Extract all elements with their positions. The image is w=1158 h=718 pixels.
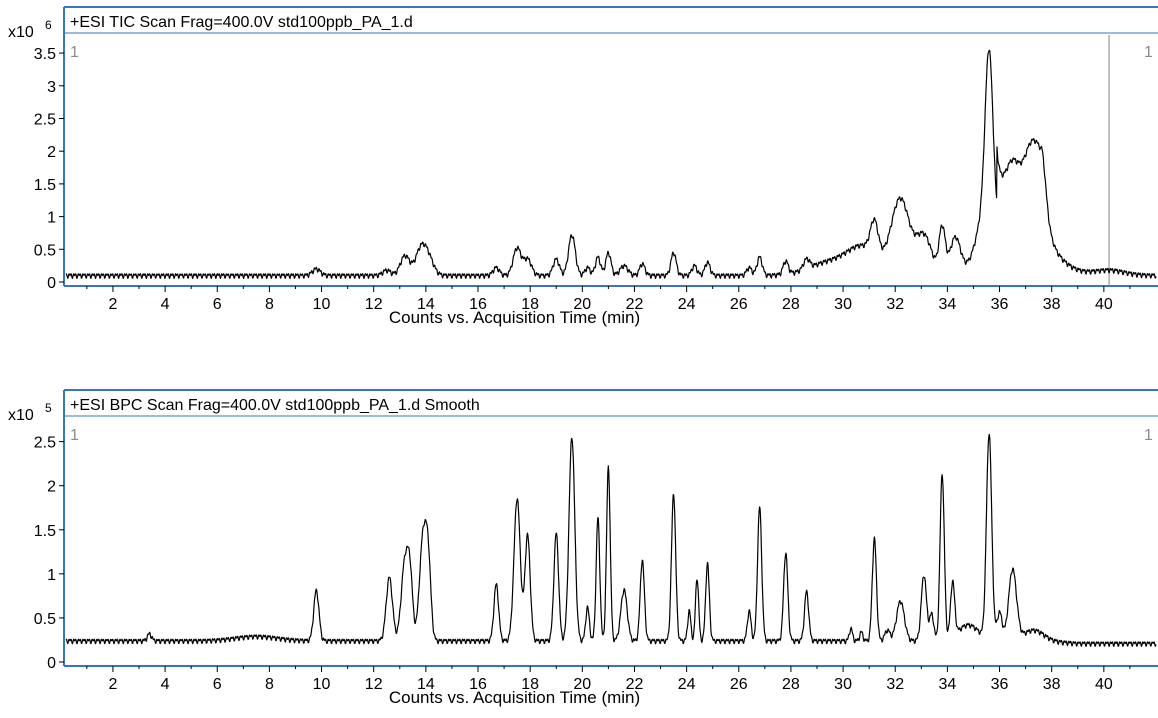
y-multiplier-exponent: 5 <box>45 401 52 415</box>
scan-marker-left: 1 <box>70 44 79 61</box>
x-tick-label: 4 <box>161 676 170 693</box>
x-tick-label: 2 <box>108 296 117 313</box>
x-tick-label: 38 <box>1043 676 1061 693</box>
x-tick-label: 6 <box>213 296 222 313</box>
x-tick-label: 26 <box>730 676 748 693</box>
y-tick-label: 3 <box>47 79 56 96</box>
chart-title: +ESI BPC Scan Frag=400.0V std100ppb_PA_1… <box>70 397 480 414</box>
y-tick-label: 1 <box>47 210 56 227</box>
scan-marker-right: 1 <box>1144 44 1153 61</box>
y-tick-label: 1 <box>47 567 56 584</box>
y-tick-label: 0.5 <box>34 611 56 628</box>
x-axis-label: Counts vs. Acquisition Time (min) <box>389 688 640 707</box>
chart-title: +ESI TIC Scan Frag=400.0V std100ppb_PA_1… <box>70 14 413 31</box>
x-tick-label: 36 <box>991 296 1009 313</box>
scan-marker-right: 1 <box>1144 427 1153 444</box>
y-tick-label: 2 <box>47 479 56 496</box>
scan-marker-left: 1 <box>70 427 79 444</box>
x-tick-label: 22 <box>626 296 644 313</box>
x-tick-label: 32 <box>886 296 904 313</box>
x-tick-label: 14 <box>417 296 435 313</box>
x-tick-label: 16 <box>469 296 487 313</box>
x-tick-label: 28 <box>782 296 800 313</box>
y-tick-label: 2.5 <box>34 435 56 452</box>
x-tick-label: 18 <box>521 676 539 693</box>
bpc-chart-panel: +ESI BPC Scan Frag=400.0V std100ppb_PA_1… <box>0 384 1158 718</box>
x-tick-label: 26 <box>730 296 748 313</box>
y-tick-label: 1.5 <box>34 177 56 194</box>
x-tick-label: 4 <box>161 296 170 313</box>
x-tick-label: 20 <box>573 676 591 693</box>
x-axis-label: Counts vs. Acquisition Time (min) <box>389 308 640 327</box>
x-tick-label: 14 <box>417 676 435 693</box>
y-tick-label: 0 <box>47 275 56 292</box>
x-tick-label: 30 <box>834 676 852 693</box>
x-tick-label: 34 <box>938 676 956 693</box>
x-tick-label: 6 <box>213 676 222 693</box>
y-multiplier-base: x10 <box>8 24 34 41</box>
x-tick-label: 22 <box>626 676 644 693</box>
bpc-chart: +ESI BPC Scan Frag=400.0V std100ppb_PA_1… <box>8 389 1158 707</box>
x-tick-label: 18 <box>521 296 539 313</box>
y-multiplier-exponent: 6 <box>45 18 52 32</box>
y-multiplier-base: x10 <box>8 407 34 424</box>
tic-chart: +ESI TIC Scan Frag=400.0V std100ppb_PA_1… <box>8 6 1158 327</box>
x-tick-label: 20 <box>573 296 591 313</box>
x-tick-label: 40 <box>1095 296 1113 313</box>
x-tick-label: 34 <box>938 296 956 313</box>
x-tick-label: 12 <box>365 676 383 693</box>
x-tick-label: 10 <box>313 676 331 693</box>
x-tick-label: 12 <box>365 296 383 313</box>
x-tick-label: 10 <box>313 296 331 313</box>
x-tick-label: 40 <box>1095 676 1113 693</box>
x-tick-label: 30 <box>834 296 852 313</box>
x-tick-label: 24 <box>678 676 696 693</box>
x-tick-label: 8 <box>265 676 274 693</box>
y-tick-label: 3.5 <box>34 46 56 63</box>
chromatogram-trace <box>65 433 1157 647</box>
chromatogram-trace <box>65 49 1157 279</box>
y-tick-label: 2 <box>47 144 56 161</box>
x-tick-label: 16 <box>469 676 487 693</box>
x-tick-label: 38 <box>1043 296 1061 313</box>
x-tick-label: 8 <box>265 296 274 313</box>
y-tick-label: 0 <box>47 655 56 672</box>
tic-chart-panel: +ESI TIC Scan Frag=400.0V std100ppb_PA_1… <box>0 0 1158 340</box>
x-tick-label: 24 <box>678 296 696 313</box>
y-tick-label: 0.5 <box>34 242 56 259</box>
x-tick-label: 28 <box>782 676 800 693</box>
x-tick-label: 36 <box>991 676 1009 693</box>
x-tick-label: 32 <box>886 676 904 693</box>
x-tick-label: 2 <box>108 676 117 693</box>
y-tick-label: 1.5 <box>34 523 56 540</box>
y-tick-label: 2.5 <box>34 111 56 128</box>
